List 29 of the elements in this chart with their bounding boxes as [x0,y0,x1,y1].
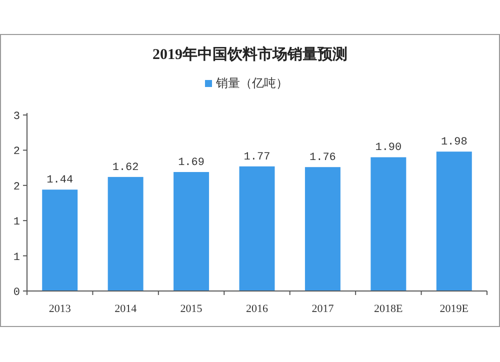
y-tick-label: 0 [13,287,20,299]
x-tick-label: 2015 [180,303,203,315]
bar [370,157,406,291]
x-tick-label: 2014 [114,303,138,315]
bar [42,190,78,291]
data-label: 1.44 [46,174,74,187]
data-label: 1.62 [112,162,139,174]
y-tick-label: 1 [13,252,20,264]
data-label: 1.69 [178,157,204,170]
x-tick-label: 2016 [246,303,268,315]
bar [174,172,210,291]
data-label: 1.77 [244,151,270,164]
data-label: 1.98 [440,136,468,149]
legend-label: 销量（亿吨） [215,76,288,90]
bar [436,152,472,291]
chart-title: 2019年中国饮料市场销量预测 [152,45,348,63]
data-label: 1.76 [310,152,336,164]
y-tick-label: 3 [13,111,20,123]
y-tick-label: 2 [13,181,20,194]
x-tick-label: 2013 [48,303,72,315]
y-tick-label: 1 [13,216,20,229]
x-tick-label: 2019E [440,303,469,315]
x-tick-label: 2018E [374,303,404,315]
bar [239,166,275,291]
bar [108,176,144,291]
bar [304,167,340,291]
y-tick-label: 2 [13,146,20,158]
x-tick-label: 2017 [312,303,334,315]
data-label: 1.90 [375,142,402,154]
